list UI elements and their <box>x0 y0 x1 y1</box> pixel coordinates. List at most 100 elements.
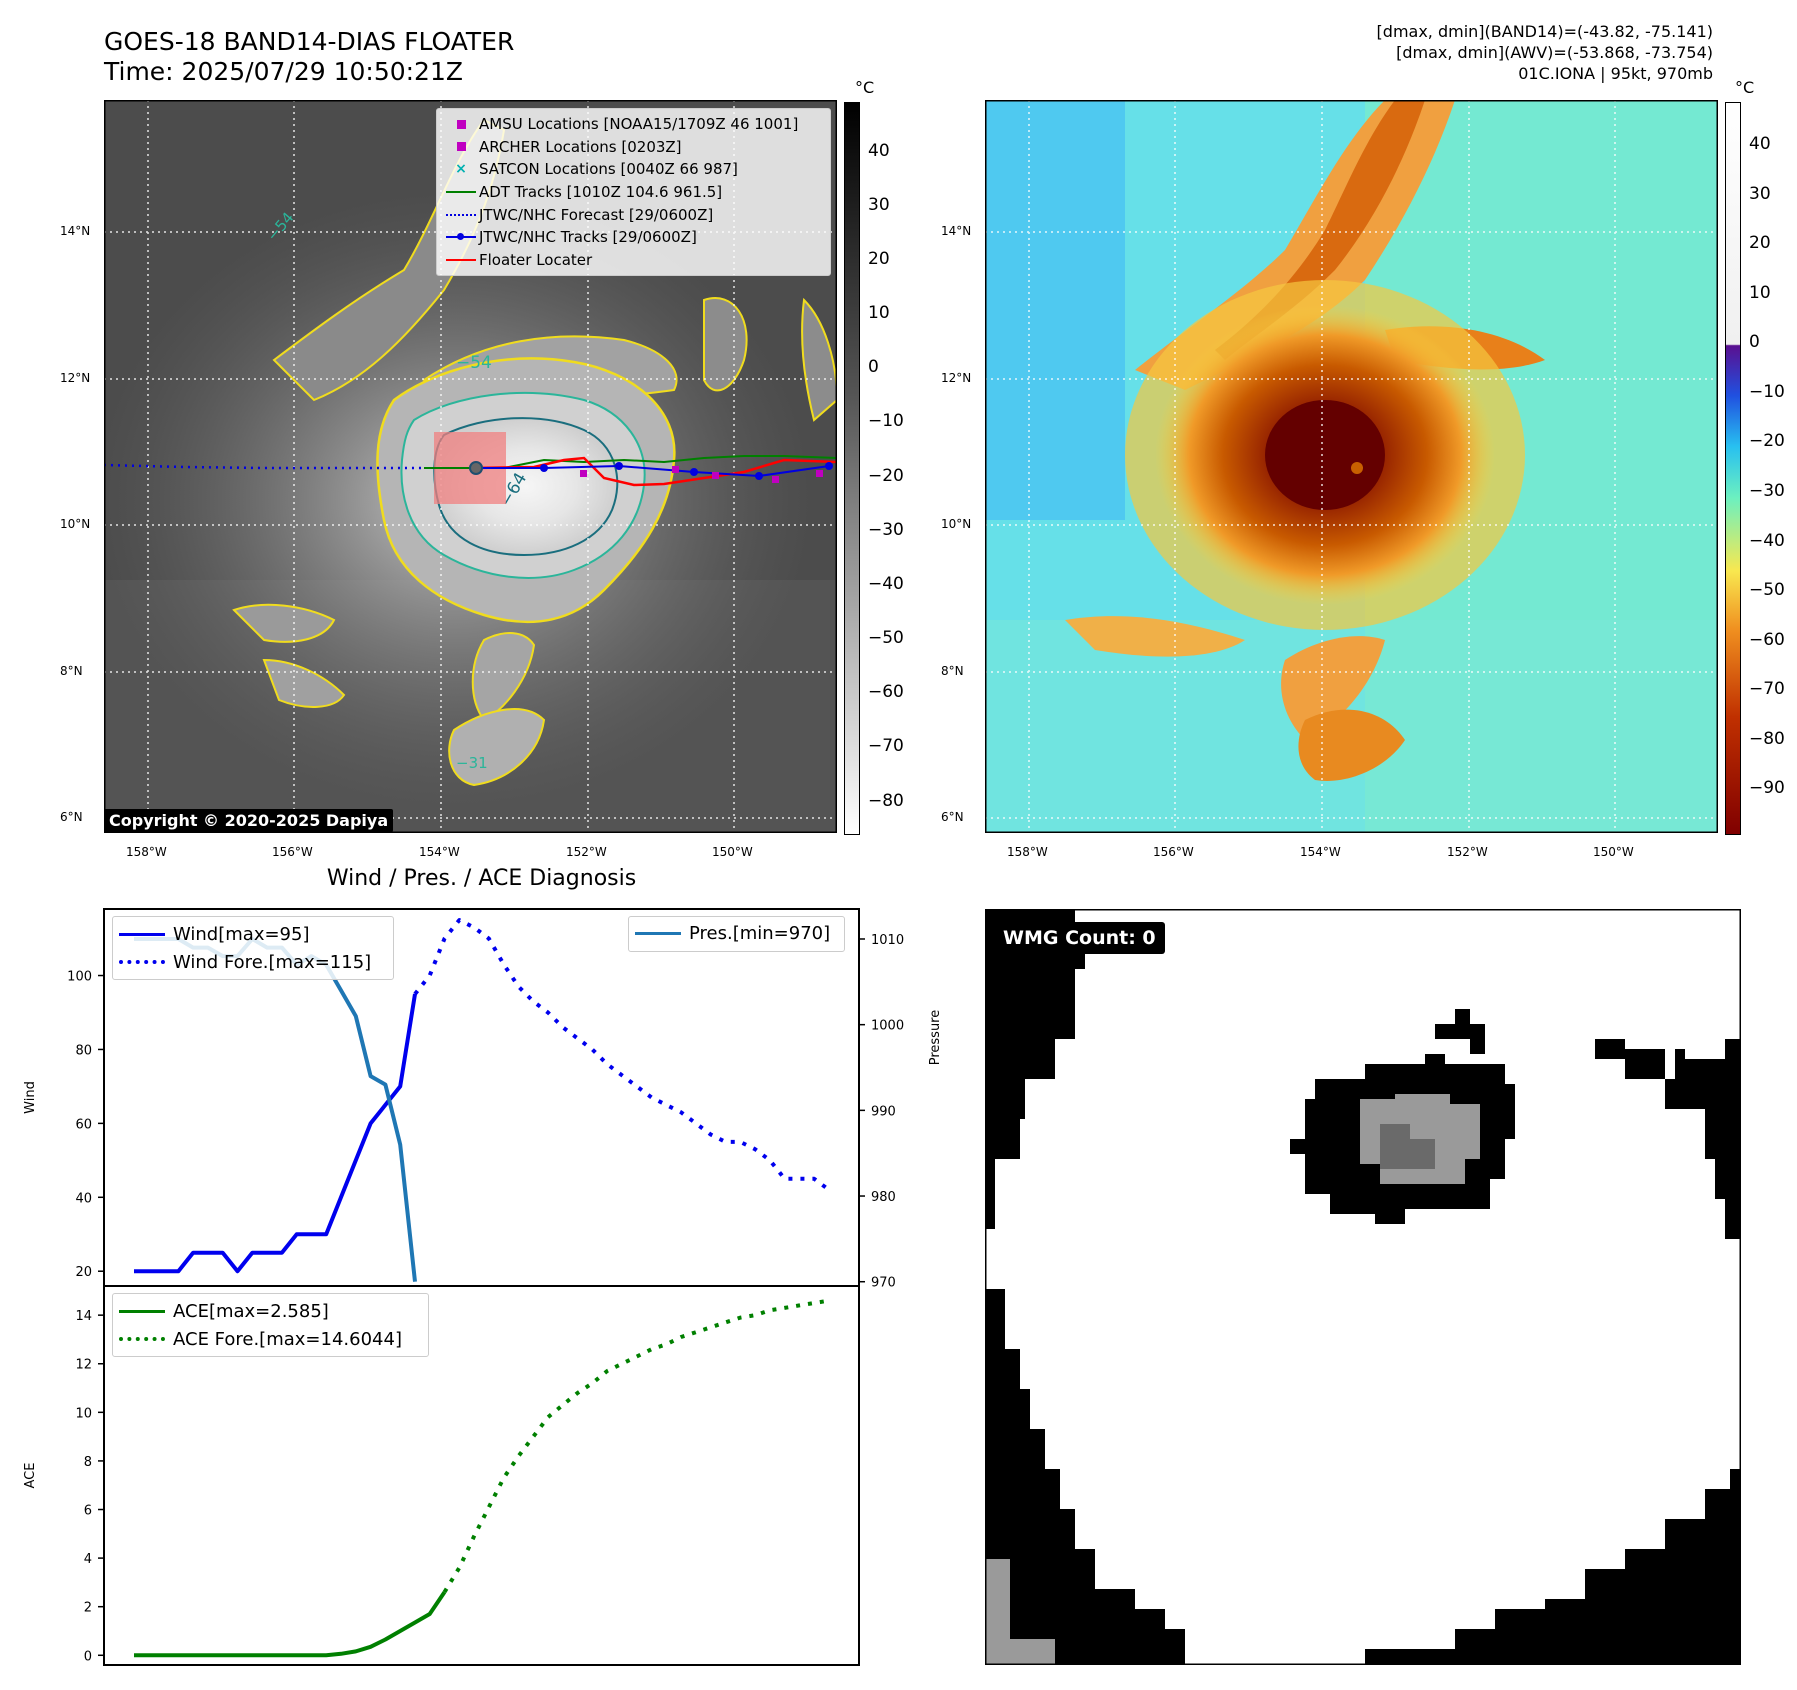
series-line-1 <box>442 1298 830 1594</box>
y2-tick-label: 1010 <box>871 933 904 948</box>
square-marker-icon <box>456 119 466 129</box>
lat-label: 14°N <box>941 224 972 238</box>
solid-line-icon <box>635 931 681 935</box>
ir-legend: AMSU Locations [NOAA15/1709Z 46 1001] AR… <box>436 108 831 276</box>
series-line-2 <box>134 937 417 1282</box>
legend-entry: ARCHER Locations [0203Z] <box>443 136 826 159</box>
line-marker-icon <box>446 191 476 194</box>
lat-label: 8°N <box>60 664 83 678</box>
y-tick-label: 40 <box>75 1191 92 1206</box>
lon-label: 154°W <box>419 845 460 859</box>
colorbar-tick: −60 <box>1749 629 1785 650</box>
lat-label: 6°N <box>60 810 83 824</box>
lon-label: 150°W <box>712 845 753 859</box>
colorbar-tick: 10 <box>1749 282 1771 303</box>
lat-label: 6°N <box>941 810 964 824</box>
y-tick-label: 12 <box>75 1358 92 1373</box>
ace-legend: ACE[max=2.585] ACE Fore.[max=14.6044] <box>112 1293 429 1357</box>
y2-tick-label: 1000 <box>871 1019 904 1034</box>
colorbar-tick: −50 <box>1749 580 1785 601</box>
jtwc-track <box>476 464 830 478</box>
figure-title: GOES-18 BAND14-DIAS FLOATER <box>104 27 515 56</box>
ir-colorbar-unit: °C <box>855 78 875 97</box>
y2-tick-label: 970 <box>871 1276 896 1291</box>
square-marker-icon <box>456 142 466 152</box>
colorbar-tick: 40 <box>1749 134 1771 155</box>
colorbar-tick: −10 <box>1749 381 1785 402</box>
dotted-line-icon <box>119 960 165 964</box>
y-tick-label: 10 <box>75 1406 92 1421</box>
colorbar-tick: 20 <box>1749 233 1771 254</box>
colorbar-tick: −20 <box>1749 431 1785 452</box>
colorbar-tick: 0 <box>868 357 879 378</box>
lon-label: 150°W <box>1593 845 1634 859</box>
y-tick-label: 4 <box>84 1552 92 1567</box>
colorbar-tick: −90 <box>1749 778 1785 799</box>
colorbar-tick: 30 <box>868 194 890 215</box>
contour-label: −54 <box>456 353 492 373</box>
series-line-0 <box>134 1590 447 1658</box>
adt-track <box>424 455 837 469</box>
y-tick-label: 0 <box>84 1649 92 1664</box>
awv-range: [dmax, dmin](AWV)=(-53.868, -73.754) <box>1396 43 1713 62</box>
y-tick-label: 60 <box>75 1117 92 1132</box>
forecast-track <box>104 463 424 470</box>
lat-label: 12°N <box>60 371 91 385</box>
series-line-1 <box>413 918 831 1192</box>
legend-entry: Floater Locater <box>443 249 826 272</box>
copyright-badge: Copyright © 2020-2025 Dapiya <box>104 809 394 832</box>
solid-line-icon <box>119 932 165 936</box>
colorbar-tick: −70 <box>1749 679 1785 700</box>
y-tick-label: 14 <box>75 1309 92 1324</box>
colorbar-tick: 20 <box>868 249 890 270</box>
y2-axis-label: Pressure <box>928 1010 943 1066</box>
y2-tick-label: 990 <box>871 1104 896 1119</box>
lon-label: 152°W <box>1447 845 1488 859</box>
y2-tick-label: 980 <box>871 1190 896 1205</box>
figure-time: Time: 2025/07/29 10:50:21Z <box>104 57 463 86</box>
wmg-count-badge: WMG Count: 0 <box>994 922 1165 954</box>
plot-frame <box>103 1285 860 1666</box>
lon-label: 158°W <box>1007 845 1048 859</box>
lon-label: 158°W <box>126 845 167 859</box>
lat-label: 14°N <box>60 224 91 238</box>
legend-entry: JTWC/NHC Forecast [29/0600Z] <box>443 203 826 226</box>
x-marker-icon: × <box>455 161 467 178</box>
colorbar-tick: −30 <box>868 519 904 540</box>
pressure-legend: Pres.[min=970] <box>628 916 845 952</box>
lon-label: 152°W <box>566 845 607 859</box>
dotted-line-icon <box>119 1337 165 1341</box>
colorbar-tick: −50 <box>868 628 904 649</box>
y-tick-label: 20 <box>75 1265 92 1280</box>
legend-entry: ADT Tracks [1010Z 104.6 961.5] <box>443 181 826 204</box>
y-tick-label: 2 <box>84 1601 92 1616</box>
lat-label: 12°N <box>941 371 972 385</box>
colorbar-tick: −60 <box>868 682 904 703</box>
colorbar-tick: −20 <box>868 465 904 486</box>
legend-entry: × SATCON Locations [0040Z 66 987] <box>443 158 826 181</box>
lon-label: 156°W <box>272 845 313 859</box>
ir-colorbar <box>844 102 860 835</box>
colorbar-tick: −80 <box>868 790 904 811</box>
line-marker-icon <box>446 258 476 262</box>
colorbar-tick: 40 <box>868 140 890 161</box>
colorbar-tick: 10 <box>868 303 890 324</box>
awv-satellite-map <box>985 100 1718 833</box>
legend-entry: AMSU Locations [NOAA15/1709Z 46 1001] <box>443 113 826 136</box>
legend-entry: JTWC/NHC Tracks [29/0600Z] <box>443 226 826 249</box>
y-tick-label: 8 <box>84 1455 92 1470</box>
awv-colorbar <box>1725 102 1741 835</box>
lon-label: 156°W <box>1153 845 1194 859</box>
colorbar-tick: −30 <box>1749 481 1785 502</box>
contour-label: −31 <box>456 754 488 772</box>
solid-line-icon <box>119 1309 165 1313</box>
colorbar-tick: −10 <box>868 411 904 432</box>
y-tick-label: 80 <box>75 1043 92 1058</box>
lon-label: 154°W <box>1300 845 1341 859</box>
band14-range: [dmax, dmin](BAND14)=(-43.82, -75.141) <box>1376 22 1713 41</box>
floater-track <box>473 456 837 487</box>
colorbar-tick: −70 <box>868 736 904 757</box>
colorbar-tick: −40 <box>868 573 904 594</box>
colorbar-tick: −40 <box>1749 530 1785 551</box>
y-axis-label: ACE <box>23 1463 38 1489</box>
